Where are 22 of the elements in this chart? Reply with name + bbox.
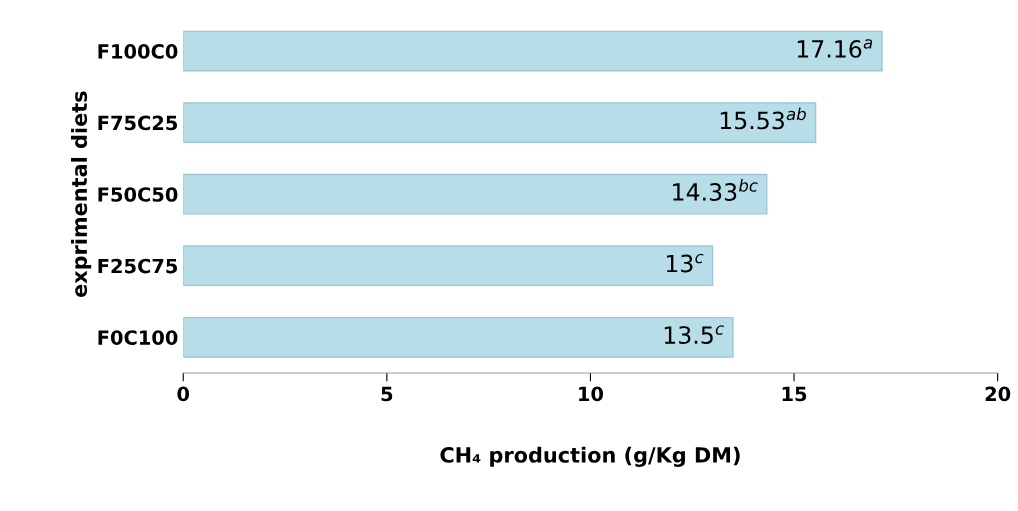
bar [183, 316, 734, 358]
x-tick-label: 10 [579, 386, 604, 402]
y-axis-title: exprimental diets [70, 91, 92, 298]
bar [183, 245, 714, 287]
y-tick-label: F75C25 [98, 115, 178, 131]
y-tick-label: F100C0 [98, 44, 178, 59]
y-tick-label: F0C100 [98, 330, 178, 345]
data-label: 13$^{c}$ [666, 253, 704, 273]
x-tick-label: 20 [985, 386, 1011, 402]
data-label: 15.53$^{ab}$ [720, 107, 806, 130]
x-tick-label: 5 [381, 386, 393, 402]
data-label: 17.16$^{a}$ [797, 39, 873, 58]
data-label: 14.33$^{bc}$ [673, 178, 758, 201]
x-tick-label: 0 [177, 386, 190, 402]
data-label: 13.5$^{c}$ [664, 325, 724, 344]
y-tick-label: F25C75 [98, 258, 178, 274]
y-tick-label: F50C50 [98, 187, 178, 202]
x-tick-label: 15 [782, 386, 807, 402]
bar [183, 30, 883, 72]
x-axis-title: CH₄ production (g/Kg DM) [440, 446, 740, 468]
bar [183, 102, 817, 144]
bar [183, 173, 768, 215]
